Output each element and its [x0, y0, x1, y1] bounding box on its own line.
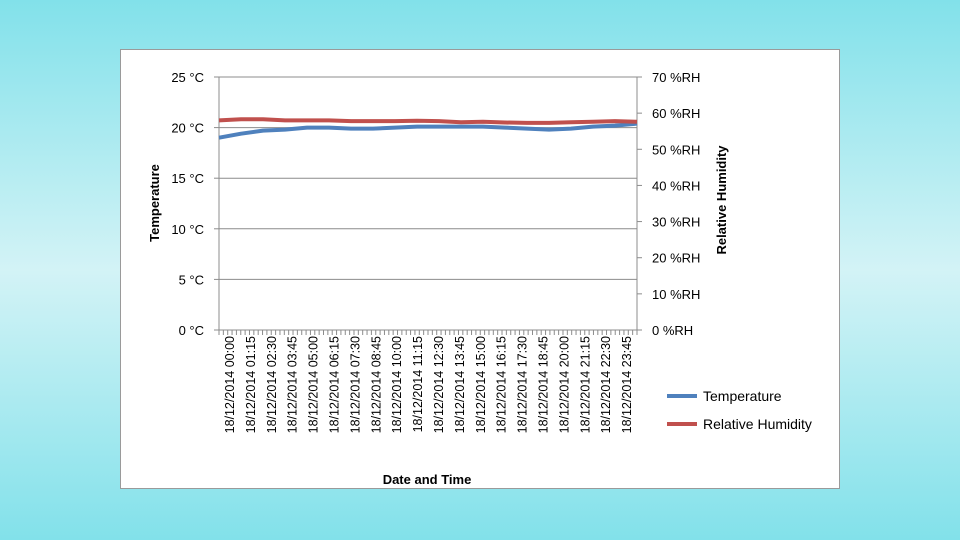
- x-tick-label: 18/12/2014 20:00: [557, 336, 571, 433]
- x-tick-label: 18/12/2014 07:30: [348, 336, 362, 433]
- x-tick-label: 18/12/2014 03:45: [286, 336, 300, 433]
- right-axis-ticks: 0 %RH 10 %RH 20 %RH 30 %RH 40 %RH 50 %RH 60 %R…: [637, 70, 700, 338]
- legend: Temperature Relative Humidity: [667, 388, 812, 432]
- axes: [218, 77, 638, 335]
- left-tick-label: 15 °C: [171, 171, 204, 186]
- dual-axis-line-chart: 0 °C 5 °C 10 °C 15 °C 20 °C 25 °C 0 %RH 10 %RH…: [147, 70, 812, 487]
- x-tick-label: 18/12/2014 13:45: [453, 336, 467, 433]
- x-tick-label: 18/12/2014 15:00: [474, 336, 488, 433]
- left-tick-label: 25 °C: [171, 70, 204, 85]
- series-line-relative-humidity: [218, 117, 638, 125]
- left-tick-label: 10 °C: [171, 222, 204, 237]
- x-tick-label: 18/12/2014 02:30: [265, 336, 279, 433]
- left-tick-label: 5 °C: [179, 272, 204, 287]
- y-axis-right-title: Relative Humidity: [714, 145, 729, 255]
- x-tick-label: 18/12/2014 17:30: [516, 336, 530, 433]
- x-tick-label: 18/12/2014 10:00: [390, 336, 404, 433]
- x-tick-label: 18/12/2014 23:45: [620, 336, 634, 433]
- left-tick-label: 20 °C: [171, 121, 204, 136]
- x-tick-label: 18/12/2014 06:15: [327, 336, 341, 433]
- x-axis-ticks: 18/12/2014 00:00 18/12/2014 01:15 18/12/20…: [223, 336, 634, 433]
- left-tick-label: 0 °C: [179, 323, 204, 338]
- right-tick-label: 50 %RH: [652, 142, 700, 157]
- x-tick-label: 18/12/2014 12:30: [432, 336, 446, 433]
- x-tick-label: 18/12/2014 11:15: [411, 336, 425, 432]
- right-tick-label: 10 %RH: [652, 287, 700, 302]
- x-tick-label: 18/12/2014 00:00: [223, 336, 237, 433]
- legend-label: Temperature: [703, 388, 782, 404]
- right-tick-label: 60 %RH: [652, 106, 700, 121]
- right-tick-label: 70 %RH: [652, 70, 700, 85]
- right-tick-label: 30 %RH: [652, 215, 700, 230]
- x-tick-label: 18/12/2014 01:15: [244, 336, 258, 433]
- legend-label: Relative Humidity: [703, 416, 812, 432]
- right-tick-label: 0 %RH: [652, 323, 693, 338]
- series-line-temperature: [218, 121, 638, 140]
- series-lines: [218, 117, 638, 140]
- x-tick-label: 18/12/2014 22:30: [599, 336, 613, 433]
- x-tick-label: 18/12/2014 18:45: [536, 336, 550, 433]
- right-tick-label: 40 %RH: [652, 178, 700, 193]
- x-tick-label: 18/12/2014 08:45: [369, 336, 383, 433]
- left-axis-ticks: 0 °C 5 °C 10 °C 15 °C 20 °C 25 °C: [171, 70, 219, 338]
- x-tick-label: 18/12/2014 05:00: [307, 336, 321, 433]
- right-tick-label: 20 %RH: [652, 251, 700, 266]
- gridlines: [219, 76, 637, 280]
- x-axis-title: Date and Time: [383, 472, 472, 487]
- x-tick-label: 18/12/2014 21:15: [578, 336, 592, 433]
- x-tick-label: 18/12/2014 16:15: [495, 336, 509, 433]
- chart-panel: 0 °C 5 °C 10 °C 15 °C 20 °C 25 °C 0 %RH 10 %RH…: [120, 49, 840, 489]
- y-axis-left-title: Temperature: [147, 164, 162, 242]
